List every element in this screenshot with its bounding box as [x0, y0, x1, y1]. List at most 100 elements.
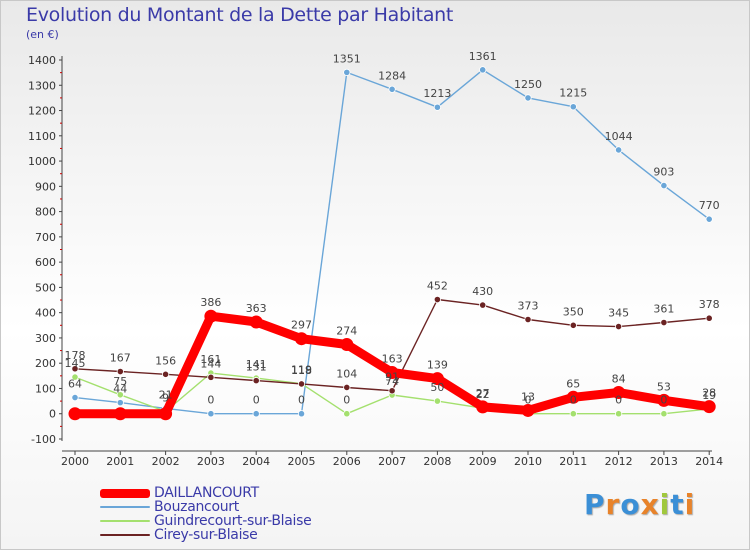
y-tick-label: 200 — [35, 357, 56, 370]
data-label: 1361 — [469, 50, 497, 63]
data-point — [116, 367, 124, 376]
data-label: 27 — [476, 387, 490, 400]
y-tick-label: 900 — [35, 180, 56, 193]
data-point — [159, 407, 173, 421]
y-tick-label: 1300 — [28, 79, 56, 92]
legend-swatch — [100, 520, 150, 522]
x-tick-label: 2004 — [242, 455, 270, 468]
data-point — [614, 146, 623, 154]
data-label: 91 — [385, 371, 399, 384]
data-label: 161 — [200, 353, 221, 366]
x-tick-label: 2003 — [197, 455, 225, 468]
data-label: 19 — [702, 389, 716, 402]
proxiti-logo: Proxiti — [584, 488, 695, 521]
data-point — [705, 314, 713, 322]
data-label: 452 — [427, 280, 448, 293]
data-label: 178 — [65, 349, 86, 362]
axes: 1400130012001100100090080070060050040030… — [28, 54, 723, 468]
data-point — [71, 365, 79, 373]
data-label: 386 — [200, 296, 221, 309]
logo-letter: P — [584, 488, 606, 521]
data-point — [343, 410, 351, 418]
x-tick-label: 2001 — [106, 455, 134, 468]
data-point — [476, 400, 490, 414]
data-point — [524, 315, 532, 324]
data-point — [116, 399, 124, 407]
data-label: 1213 — [423, 87, 451, 100]
data-label: 770 — [699, 199, 720, 212]
data-point — [162, 370, 170, 378]
data-label: 297 — [291, 319, 312, 332]
data-point — [614, 410, 623, 418]
data-point — [68, 407, 82, 421]
legend-label: Guindrecourt-sur-Blaise — [154, 513, 312, 529]
data-label: 139 — [427, 359, 448, 372]
data-label: 345 — [608, 307, 629, 320]
line-chart: 1400130012001100100090080070060050040030… — [28, 50, 723, 468]
data-point — [116, 391, 124, 399]
logo-letter: i — [659, 488, 671, 521]
y-tick-label: 400 — [35, 307, 56, 320]
data-labels: 386 363 297 274 163 139 27 13 65 84 53 28 64 44 21 0 0 0 1… — [65, 50, 720, 407]
data-point — [702, 400, 716, 414]
x-tick-label: 2007 — [378, 455, 406, 468]
x-tick-label: 2013 — [650, 455, 678, 468]
data-label: 141 — [246, 358, 267, 371]
x-tick-label: 2009 — [469, 455, 497, 468]
x-tick-label: 2002 — [152, 455, 180, 468]
data-point — [204, 309, 218, 323]
data-point — [612, 386, 626, 400]
data-label: 21 — [159, 388, 173, 401]
data-point — [388, 85, 396, 93]
data-point — [71, 373, 79, 381]
y-tick-label: 300 — [35, 332, 56, 345]
data-label: 0 — [343, 394, 350, 407]
data-label: 74 — [385, 375, 399, 388]
data-point — [524, 94, 532, 102]
data-point — [252, 377, 260, 385]
data-point — [207, 373, 215, 381]
data-label: 1044 — [605, 130, 633, 143]
series-lines — [68, 66, 716, 421]
data-point — [479, 66, 487, 74]
data-label: 53 — [657, 380, 671, 393]
data-label: 0 — [570, 394, 577, 407]
data-label: 50 — [430, 381, 444, 394]
data-label: 0 — [298, 394, 305, 407]
y-tick-label: 100 — [35, 382, 56, 395]
legend-label: Bouzancourt — [154, 499, 239, 515]
x-tick-label: 2010 — [514, 455, 542, 468]
data-label: 0 — [615, 394, 622, 407]
data-label: 9 — [162, 391, 169, 404]
data-point — [249, 315, 263, 329]
data-label: 75 — [113, 375, 127, 388]
data-point — [433, 397, 441, 405]
data-point — [343, 68, 351, 76]
legend-item: Bouzancourt — [100, 499, 239, 515]
y-tick-label: 800 — [35, 206, 56, 219]
data-point — [340, 338, 354, 352]
data-point — [207, 410, 215, 418]
data-label: 144 — [200, 357, 221, 370]
data-label: 1284 — [378, 69, 406, 82]
data-point — [297, 380, 306, 388]
data-point — [705, 215, 713, 223]
y-tick-label: 500 — [35, 281, 56, 294]
y-tick-label: 700 — [35, 231, 56, 244]
data-label: 1215 — [559, 87, 587, 100]
legend-item: DAILLANCOURT — [100, 485, 259, 501]
logo-letter: i — [684, 488, 696, 521]
logo-letter: o — [620, 488, 641, 521]
legend-label: Cirey-sur-Blaise — [154, 527, 258, 543]
y-tick-label: 600 — [35, 256, 56, 269]
data-label: 163 — [382, 353, 403, 366]
data-point — [660, 410, 668, 418]
logo-letter: r — [605, 488, 621, 521]
x-tick-label: 2014 — [695, 455, 723, 468]
data-label: 0 — [525, 394, 532, 407]
data-label: 44 — [113, 383, 127, 396]
data-label: 104 — [336, 367, 357, 380]
data-label: 274 — [336, 325, 357, 338]
data-point — [343, 383, 351, 392]
